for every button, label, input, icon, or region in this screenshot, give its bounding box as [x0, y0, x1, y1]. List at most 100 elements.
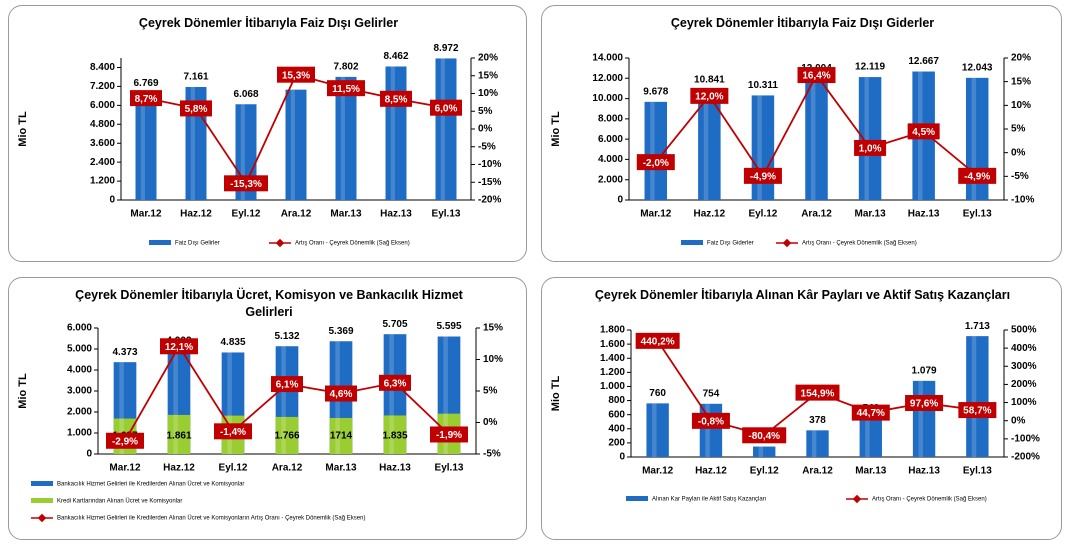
bar-shine [290, 89, 295, 200]
y-tick-label: 5.000 [67, 344, 92, 355]
bar-shine [864, 77, 869, 200]
y-tick-label: 8.000 [598, 113, 623, 124]
chart: Mio TL 0 1.200 2.400 3.600 4.800 6.000 7.200 8.4… [17, 43, 501, 248]
y2-tick-label: 15% [483, 323, 503, 334]
chart-title: Çeyrek Dönemler İtibarıyla Ücret, Komisy… [75, 288, 463, 319]
y2-tick-label: 500% [1011, 325, 1037, 336]
bar-shine [119, 362, 124, 454]
y2-tick-label: -100% [1011, 433, 1040, 444]
bar [806, 430, 829, 457]
y-tick-label: 7.200 [90, 81, 115, 92]
line-value-label: 8,5% [385, 94, 408, 105]
bar-shine [140, 93, 145, 200]
bar [285, 89, 307, 200]
y2-tick-label: -200% [1011, 452, 1040, 463]
line-value-label: -0,8% [698, 417, 724, 428]
y2-tick-label: -10% [478, 159, 501, 170]
x-tick-label: Eyl.12 [748, 209, 777, 220]
y-tick-label: 6.000 [598, 134, 623, 145]
line-label-box [379, 374, 411, 391]
bar-value-label: 5.705 [382, 319, 407, 330]
y2-tick-label: 100% [1011, 397, 1037, 408]
y2-tick-label: -5% [1011, 171, 1029, 182]
bar-shine [652, 403, 657, 457]
y-tick-label: 400 [608, 423, 625, 434]
bar-value-label: 6.068 [233, 89, 258, 100]
bar-value-label: 7.161 [183, 72, 208, 83]
bar-value-label: 10.841 [694, 75, 725, 86]
line-label-box [795, 384, 840, 401]
x-tick-label: Mar.12 [640, 209, 672, 220]
bar-value-label: 12.667 [908, 56, 939, 67]
bar-shine [340, 76, 345, 200]
line-label-box [958, 402, 997, 419]
chart-title: Çeyrek Dönemler İtibarıyla Faiz Dışı Gel… [138, 16, 399, 30]
legend-label: Bankacılık Hizmet Gelirleri ile Krediler… [57, 481, 244, 488]
bar-shine [758, 446, 764, 457]
y-tick-label: 4.800 [90, 119, 115, 130]
y-tick-label: 4.000 [598, 154, 623, 165]
bar [385, 66, 407, 200]
bar [859, 418, 882, 457]
panel: Çeyrek Dönemler İtibarıyla Faiz Dışı Gid… [541, 5, 1062, 262]
bar-value-label: 1.079 [912, 366, 937, 377]
bar [275, 416, 299, 454]
y2-tick-label: 0% [483, 417, 498, 428]
line-label-box [224, 175, 268, 192]
x-tick-label: Mar.12 [109, 463, 141, 474]
line-label-box [742, 427, 787, 444]
bar [858, 77, 882, 200]
y2-tick-label: 20% [1011, 53, 1031, 64]
line-label-box [160, 338, 198, 355]
legend-label: Bankacılık Hizmet Gelirleri ile Krediler… [57, 515, 365, 522]
bar-shine [705, 403, 710, 457]
bar-value-label: 4.835 [220, 337, 245, 348]
x-tick-label: Eyl.12 [219, 463, 248, 474]
line-label-box [430, 99, 462, 116]
bar [383, 415, 407, 454]
x-tick-label: Eyl.13 [963, 209, 992, 220]
bar-value-label: 1.835 [382, 431, 407, 442]
bar [912, 380, 936, 457]
y2-tick-label: 0% [1011, 415, 1026, 426]
bar-value-label: 1.766 [274, 431, 299, 442]
bar-value-label: 1714 [330, 431, 353, 442]
x-tick-label: Mar.12 [130, 209, 162, 220]
y-tick-label: 1.400 [600, 353, 625, 364]
y2-tick-label: -10% [1011, 195, 1034, 206]
legend-marker [782, 238, 792, 248]
chart-title: Çeyrek Dönemler İtibarıyla Alınan Kâr Pa… [594, 288, 1011, 302]
bar [167, 414, 191, 454]
y-tick-label: 1.000 [67, 428, 92, 439]
y-tick-label: 1.800 [600, 325, 625, 336]
x-tick-label: Mar.12 [642, 466, 674, 477]
y-tick-label: 1.000 [600, 381, 625, 392]
bar [966, 336, 989, 457]
y2-tick-label: 200% [1011, 379, 1037, 390]
panel: Çeyrek Dönemler İtibarıyla Alınan Kâr Pa… [541, 277, 1062, 540]
line-label-box [271, 376, 303, 393]
bar-value-label: 5.595 [436, 321, 461, 332]
line-label-box [327, 80, 365, 97]
x-tick-label: Haz.13 [908, 209, 940, 220]
legend-marker [852, 494, 862, 504]
bar-value-label: 5.369 [328, 326, 353, 337]
legend-swatch [681, 240, 703, 245]
line-label-box [130, 90, 162, 107]
x-tick-label: Eyl.12 [232, 209, 261, 220]
chart: Mio TL 0 1.000 2.000 3.000 4.000 5.000 6.000 -5%… [17, 319, 503, 523]
x-tick-label: Eyl.13 [432, 209, 461, 220]
line-label-box [325, 385, 357, 402]
y-tick-label: 800 [608, 395, 625, 406]
x-tick-label: Mar.13 [855, 466, 887, 477]
bar-value-label: 8.462 [383, 51, 408, 62]
line-value-label: 154,9% [801, 388, 835, 399]
y-tick-label: 6.000 [90, 100, 115, 111]
line-label-box [851, 404, 890, 421]
y-tick-label: 0 [619, 452, 625, 463]
line-label-box [691, 412, 730, 429]
y-tick-label: 600 [608, 409, 625, 420]
y-tick-label: 1.200 [90, 176, 115, 187]
bar-value-label: 378 [809, 415, 826, 426]
y2-tick-label: 10% [483, 354, 503, 365]
